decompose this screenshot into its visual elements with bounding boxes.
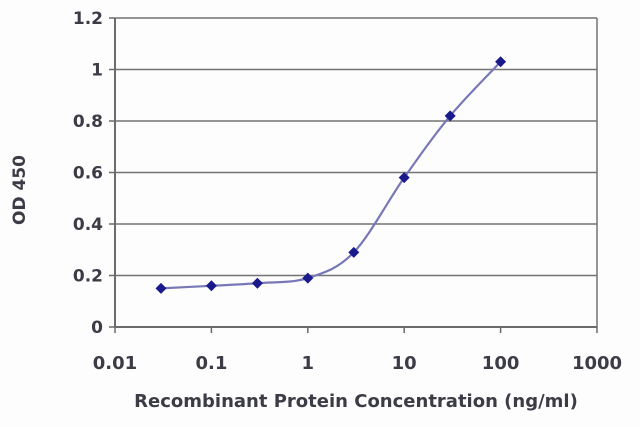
data-point-marker bbox=[398, 172, 410, 184]
y-tick-label: 0.8 bbox=[73, 112, 103, 132]
y-tick-label: 0 bbox=[91, 318, 103, 338]
x-axis-title: Recombinant Protein Concentration (ng/ml… bbox=[134, 391, 578, 412]
x-tick-label: 0.01 bbox=[93, 353, 137, 374]
y-tick-label: 0.2 bbox=[73, 267, 103, 287]
x-tick-label: 1000 bbox=[572, 353, 622, 374]
y-axis-title: OD 450 bbox=[10, 155, 30, 225]
x-tick-label: 1 bbox=[302, 353, 315, 374]
x-tick-label: 0.1 bbox=[195, 353, 227, 374]
y-tick-label: 0.6 bbox=[73, 164, 103, 184]
data-point-marker bbox=[302, 272, 314, 284]
y-tick-label: 1.2 bbox=[73, 9, 103, 29]
data-point-marker bbox=[251, 277, 263, 289]
x-tick-label: 100 bbox=[482, 353, 520, 374]
y-tick-label: 0.4 bbox=[73, 215, 103, 235]
data-point-marker bbox=[348, 246, 360, 258]
x-tick-label: 10 bbox=[392, 353, 417, 374]
y-tick-label: 1 bbox=[91, 61, 103, 81]
data-point-marker bbox=[495, 56, 507, 68]
data-point-marker bbox=[155, 282, 167, 294]
data-point-marker bbox=[205, 280, 217, 292]
data-point-marker bbox=[444, 110, 456, 122]
